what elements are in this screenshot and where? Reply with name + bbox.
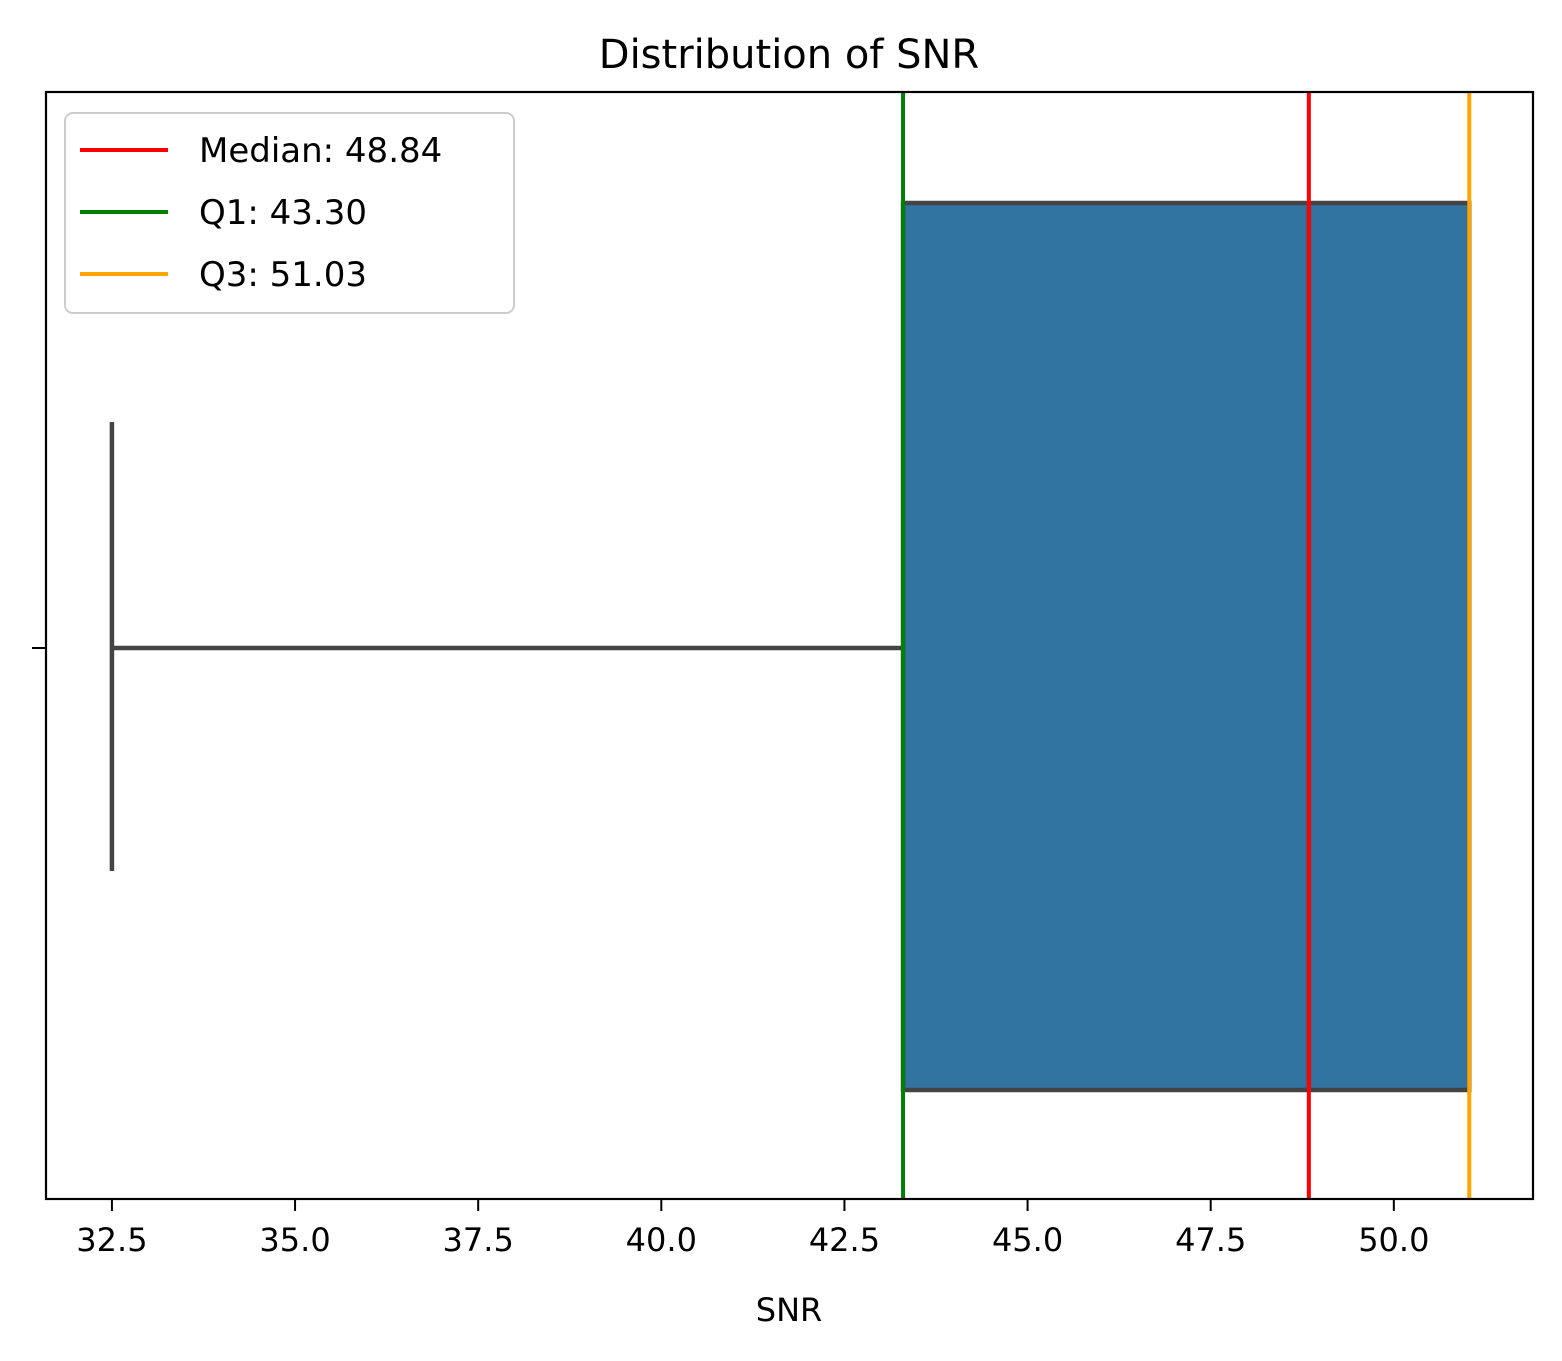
x-tick-label: 37.5: [443, 1221, 514, 1259]
x-tick-label: 50.0: [1358, 1221, 1429, 1259]
chart-title: Distribution of SNR: [599, 32, 979, 78]
iqr-box: [900, 200, 1472, 1093]
x-tick-label: 45.0: [992, 1221, 1063, 1259]
legend-frame: [64, 112, 515, 314]
x-tick-label: 42.5: [809, 1221, 880, 1259]
plot-area: [109, 92, 1472, 1199]
legend-label: Q1: 43.30: [199, 193, 367, 233]
x-tick-label: 47.5: [1175, 1221, 1246, 1259]
legend-label: Q3: 51.03: [199, 255, 367, 295]
x-axis: 32.5 35.0 37.5 40.0 42.5 45.0 47.5 50.0: [76, 1199, 1429, 1259]
axes-frame: [44, 90, 1535, 1201]
x-tick-label: 40.0: [626, 1221, 697, 1259]
x-tick-label: 35.0: [259, 1221, 330, 1259]
x-tick-label: 32.5: [76, 1221, 147, 1259]
legend: Median: 48.84 Q1: 43.30 Q3: 51.03: [64, 112, 515, 314]
x-axis-label: SNR: [756, 1291, 822, 1329]
legend-label: Median: 48.84: [199, 131, 442, 171]
